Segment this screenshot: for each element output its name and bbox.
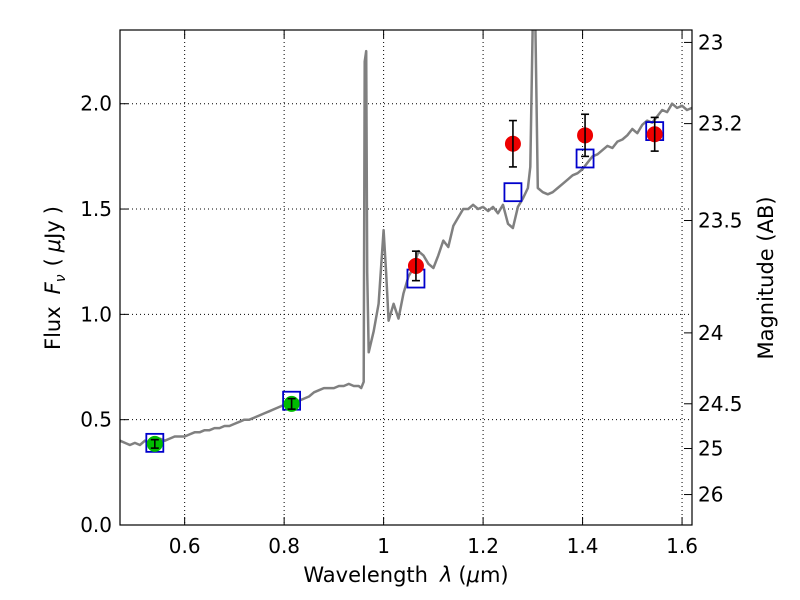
y2-tick-label: 25 [698,437,723,461]
y2-tick-label: 24 [698,321,723,345]
y2-tick-label: 23 [698,30,723,54]
marker-layer [145,113,665,453]
plot-background [120,30,692,525]
y-tick-label: 1.0 [80,302,112,326]
x-tick-label: 1.4 [567,534,599,558]
y-tick-label: 0.5 [80,408,112,432]
x-axis-label: Wavelength λ (μm) [303,563,508,587]
y2-tick-label: 23.5 [698,209,743,233]
y2-tick-label: 26 [698,483,723,507]
x-tick-label: 1.2 [467,534,499,558]
plot-frame [119,29,693,526]
y-tick-label: 2.0 [80,92,112,116]
x-tick-label: 1 [377,534,390,558]
y2-tick-label: 23.2 [698,112,743,136]
x-tick-label: 0.8 [268,534,300,558]
spectrum-layer [120,30,692,447]
x-tick-label: 0.6 [169,534,201,558]
model-square [503,182,523,203]
y2-tick-label: 24.5 [698,392,743,416]
x-tick-label: 1.6 [666,534,698,558]
y-tick-label: 1.5 [80,197,112,221]
y-axis-label: FluxFν(μJy) [41,206,69,350]
y2-axis-label: Magnitude (AB) [754,196,778,359]
y-tick-label: 0.0 [80,513,112,537]
tick-layer: 0.6 0.8 1 1.2 1.4 1.6 0.0 0.5 1.0 1.5 2.0 23 23.2 23.… [80,30,743,558]
spectrum-line [120,30,692,447]
